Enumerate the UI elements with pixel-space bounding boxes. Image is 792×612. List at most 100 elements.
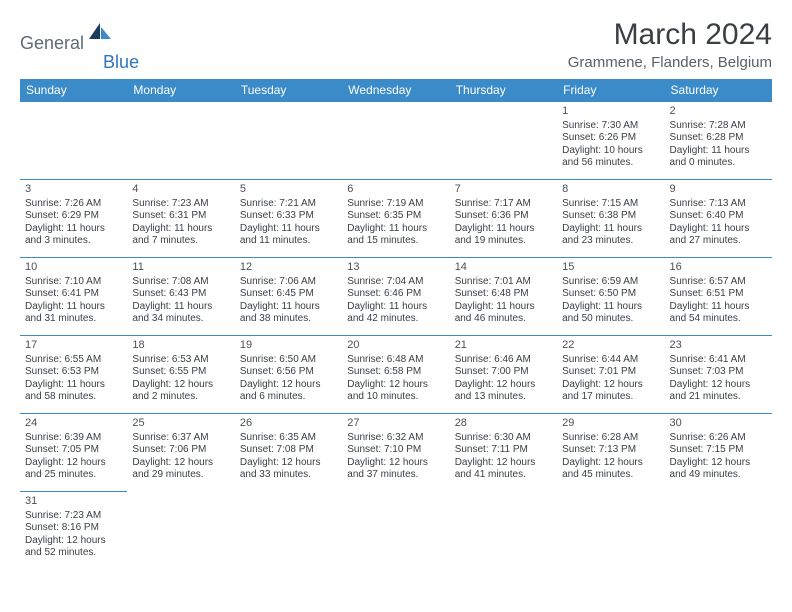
day-detail: Sunrise: 6:44 AM <box>562 354 659 367</box>
day-detail: Sunset: 6:35 PM <box>347 210 444 223</box>
day-number: 12 <box>240 261 337 275</box>
day-detail: and 10 minutes. <box>347 391 444 404</box>
day-detail: Sunrise: 7:19 AM <box>347 198 444 211</box>
day-detail: Sunrise: 6:50 AM <box>240 354 337 367</box>
day-detail: Daylight: 12 hours <box>132 379 229 392</box>
day-detail: Sunset: 6:48 PM <box>455 288 552 301</box>
calendar-cell: 28Sunrise: 6:30 AMSunset: 7:11 PMDayligh… <box>450 414 557 492</box>
day-detail: Sunrise: 6:48 AM <box>347 354 444 367</box>
weekday-header: Monday <box>127 79 234 102</box>
calendar-cell-empty <box>557 492 664 570</box>
day-detail: and 50 minutes. <box>562 313 659 326</box>
day-detail: Sunrise: 6:57 AM <box>670 276 767 289</box>
day-detail: and 41 minutes. <box>455 469 552 482</box>
logo: General Blue <box>20 24 127 63</box>
day-number: 4 <box>132 183 229 197</box>
day-number: 30 <box>670 417 767 431</box>
day-detail: Sunrise: 7:23 AM <box>25 510 122 523</box>
day-detail: and 38 minutes. <box>240 313 337 326</box>
calendar-cell: 31Sunrise: 7:23 AMSunset: 8:16 PMDayligh… <box>20 492 127 570</box>
day-number: 9 <box>670 183 767 197</box>
day-detail: Daylight: 11 hours <box>132 223 229 236</box>
calendar-row: 24Sunrise: 6:39 AMSunset: 7:05 PMDayligh… <box>20 414 772 492</box>
day-detail: Sunrise: 7:13 AM <box>670 198 767 211</box>
day-detail: and 33 minutes. <box>240 469 337 482</box>
day-detail: Sunset: 6:28 PM <box>670 132 767 145</box>
day-detail: Sunrise: 6:28 AM <box>562 432 659 445</box>
calendar-cell-empty <box>127 492 234 570</box>
day-detail: Sunset: 6:36 PM <box>455 210 552 223</box>
day-detail: and 27 minutes. <box>670 235 767 248</box>
day-detail: Sunset: 6:43 PM <box>132 288 229 301</box>
calendar-row: 3Sunrise: 7:26 AMSunset: 6:29 PMDaylight… <box>20 180 772 258</box>
day-detail: Sunrise: 7:15 AM <box>562 198 659 211</box>
day-number: 21 <box>455 339 552 353</box>
day-number: 29 <box>562 417 659 431</box>
day-detail: Sunset: 6:58 PM <box>347 366 444 379</box>
day-detail: Sunset: 6:50 PM <box>562 288 659 301</box>
day-detail: Daylight: 12 hours <box>240 457 337 470</box>
calendar-cell: 12Sunrise: 7:06 AMSunset: 6:45 PMDayligh… <box>235 258 342 336</box>
day-detail: Daylight: 11 hours <box>347 223 444 236</box>
day-number: 1 <box>562 105 659 119</box>
day-detail: Sunset: 8:16 PM <box>25 522 122 535</box>
day-detail: Sunset: 7:10 PM <box>347 444 444 457</box>
day-detail: Sunrise: 7:06 AM <box>240 276 337 289</box>
day-detail: and 45 minutes. <box>562 469 659 482</box>
calendar-cell: 6Sunrise: 7:19 AMSunset: 6:35 PMDaylight… <box>342 180 449 258</box>
calendar-cell-empty <box>450 492 557 570</box>
day-detail: and 11 minutes. <box>240 235 337 248</box>
calendar-body: 1Sunrise: 7:30 AMSunset: 6:26 PMDaylight… <box>20 102 772 570</box>
day-detail: Sunrise: 7:10 AM <box>25 276 122 289</box>
day-detail: Sunrise: 7:04 AM <box>347 276 444 289</box>
day-detail: Sunset: 7:01 PM <box>562 366 659 379</box>
day-detail: Daylight: 12 hours <box>347 457 444 470</box>
day-detail: and 3 minutes. <box>25 235 122 248</box>
day-detail: Daylight: 11 hours <box>670 145 767 158</box>
calendar-cell: 21Sunrise: 6:46 AMSunset: 7:00 PMDayligh… <box>450 336 557 414</box>
day-detail: Sunset: 7:03 PM <box>670 366 767 379</box>
calendar-row: 17Sunrise: 6:55 AMSunset: 6:53 PMDayligh… <box>20 336 772 414</box>
title-block: March 2024 Grammene, Flanders, Belgium <box>568 18 772 71</box>
day-detail: Sunset: 7:13 PM <box>562 444 659 457</box>
day-number: 7 <box>455 183 552 197</box>
calendar-cell-empty <box>235 492 342 570</box>
day-number: 16 <box>670 261 767 275</box>
day-number: 3 <box>25 183 122 197</box>
day-detail: Sunrise: 6:53 AM <box>132 354 229 367</box>
day-detail: Sunset: 6:29 PM <box>25 210 122 223</box>
day-detail: Sunset: 6:53 PM <box>25 366 122 379</box>
day-detail: and 21 minutes. <box>670 391 767 404</box>
day-detail: Sunrise: 7:30 AM <box>562 120 659 133</box>
day-detail: Daylight: 11 hours <box>562 223 659 236</box>
day-detail: Daylight: 12 hours <box>562 379 659 392</box>
day-detail: Daylight: 11 hours <box>670 301 767 314</box>
day-number: 6 <box>347 183 444 197</box>
day-detail: Sunrise: 7:01 AM <box>455 276 552 289</box>
logo-text-general: General <box>20 33 84 54</box>
day-detail: Sunrise: 6:41 AM <box>670 354 767 367</box>
day-number: 15 <box>562 261 659 275</box>
day-detail: Daylight: 12 hours <box>347 379 444 392</box>
day-detail: Sunrise: 7:08 AM <box>132 276 229 289</box>
day-detail: Sunrise: 6:55 AM <box>25 354 122 367</box>
calendar-cell-empty <box>127 102 234 180</box>
day-number: 13 <box>347 261 444 275</box>
day-detail: and 0 minutes. <box>670 157 767 170</box>
day-number: 26 <box>240 417 337 431</box>
day-detail: Sunset: 7:15 PM <box>670 444 767 457</box>
calendar-cell: 7Sunrise: 7:17 AMSunset: 6:36 PMDaylight… <box>450 180 557 258</box>
day-detail: Sunset: 6:38 PM <box>562 210 659 223</box>
day-number: 14 <box>455 261 552 275</box>
day-detail: Daylight: 10 hours <box>562 145 659 158</box>
day-detail: Sunset: 7:08 PM <box>240 444 337 457</box>
day-detail: and 46 minutes. <box>455 313 552 326</box>
day-detail: Daylight: 11 hours <box>455 223 552 236</box>
calendar-cell: 5Sunrise: 7:21 AMSunset: 6:33 PMDaylight… <box>235 180 342 258</box>
calendar-cell-empty <box>342 492 449 570</box>
day-number: 10 <box>25 261 122 275</box>
day-detail: Sunrise: 6:46 AM <box>455 354 552 367</box>
calendar-cell: 4Sunrise: 7:23 AMSunset: 6:31 PMDaylight… <box>127 180 234 258</box>
day-detail: Daylight: 11 hours <box>347 301 444 314</box>
day-detail: and 42 minutes. <box>347 313 444 326</box>
